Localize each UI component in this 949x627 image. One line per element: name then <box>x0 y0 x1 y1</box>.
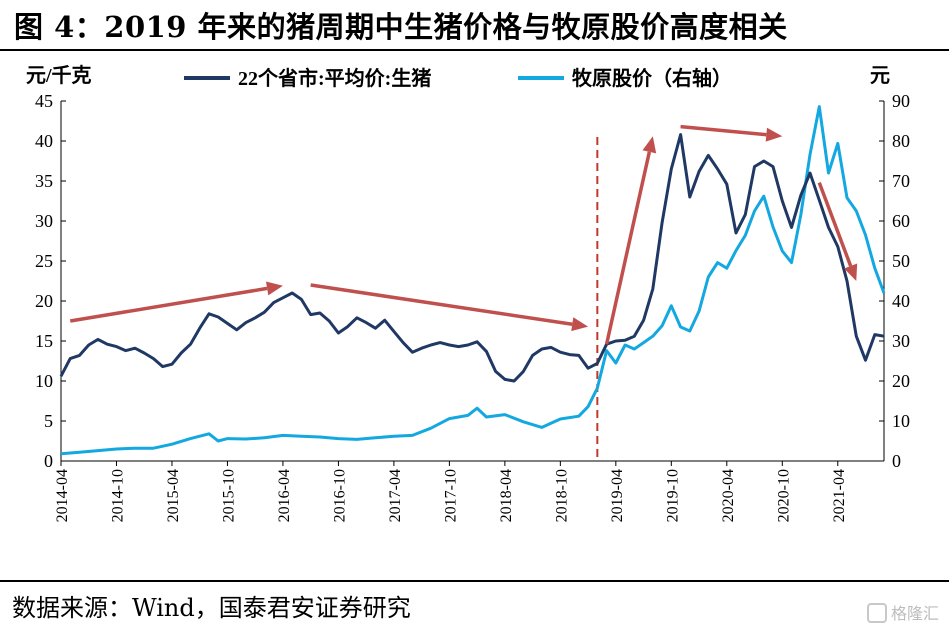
x-tick-label: 2014-04 <box>54 469 71 522</box>
series-line-muyuan-share-price <box>60 105 886 456</box>
y-right-tick-label: 0 <box>892 451 901 471</box>
y-left-tick-label: 40 <box>35 131 53 151</box>
y-right-tick-label: 60 <box>892 211 910 231</box>
y-right-tick-label: 10 <box>892 411 910 431</box>
source-note: 数据来源：Wind，国泰君安证券研究 <box>12 594 411 622</box>
x-tick-label: 2018-04 <box>498 469 515 522</box>
y-left-tick-label: 35 <box>35 171 53 191</box>
left-axis-unit: 元/千克 <box>26 64 92 87</box>
y-left-tick-label: 20 <box>35 291 53 311</box>
trend-arrow-head <box>765 127 783 142</box>
y-left-ticks: 0 5 10 15 20 25 30 35 40 45 <box>35 91 66 471</box>
trend-arrow-shaft <box>817 181 853 267</box>
y-right-tick-label: 40 <box>892 291 910 311</box>
y-right-tick-label: 20 <box>892 371 910 391</box>
figure-title: 图 4：2019 年来的猪周期中生猪价格与牧原股价高度相关 <box>14 10 788 44</box>
x-tick-label: 2019-04 <box>609 469 626 522</box>
x-tick-label: 2017-10 <box>442 469 459 522</box>
x-tick-label: 2016-10 <box>331 469 348 522</box>
y-right-tick-label: 70 <box>892 171 910 191</box>
watermark-text: 格隆汇 <box>890 604 939 623</box>
y-left-tick-label: 30 <box>35 211 53 231</box>
trend-arrow-shaft <box>310 283 573 326</box>
trend-arrow-shaft <box>680 124 767 137</box>
footer-rule <box>0 580 949 582</box>
legend: 22个省市:平均价:生猪 牧原股价（右轴） <box>184 66 732 90</box>
trend-arrow-head <box>571 317 589 332</box>
trend-arrows <box>69 124 858 345</box>
y-left-tick-label: 10 <box>35 371 53 391</box>
y-left-tick-label: 15 <box>35 331 53 351</box>
trend-arrow-shaft <box>604 151 652 345</box>
y-right-tick-label: 50 <box>892 251 910 271</box>
series-line-hog-price <box>59 133 885 383</box>
watermark: 格隆汇 <box>866 600 939 624</box>
x-tick-label: 2017-04 <box>387 469 404 522</box>
watermark-logo-icon <box>866 603 887 623</box>
y-right-tick-label: 90 <box>892 91 910 111</box>
legend-label-muyuan: 牧原股价（右轴） <box>572 66 732 90</box>
x-ticks: 2014-04 2014-10 2015-04 2015-10 2016-04 2016-… <box>54 461 848 522</box>
right-axis-unit: 元 <box>870 65 890 87</box>
y-right-tick-label: 30 <box>892 331 910 351</box>
x-tick-label: 2019-10 <box>664 469 681 522</box>
x-tick-label: 2016-04 <box>276 469 293 522</box>
x-tick-label: 2015-10 <box>220 469 237 522</box>
y-left-tick-label: 5 <box>44 411 53 431</box>
legend-label-hog-price: 22个省市:平均价:生猪 <box>238 66 431 90</box>
y-right-tick-label: 80 <box>892 131 910 151</box>
y-left-tick-label: 25 <box>35 251 53 271</box>
y-left-tick-label: 0 <box>44 451 53 471</box>
axes: 0 5 10 15 20 25 30 35 40 45 0 10 20 30 40 50 60 70 80 90 2… <box>35 91 910 522</box>
trend-arrow-head <box>266 281 283 296</box>
x-tick-label: 2020-10 <box>775 469 792 522</box>
x-tick-label: 2018-10 <box>553 469 570 522</box>
series-layer <box>59 105 886 456</box>
y-right-ticks: 0 10 20 30 40 50 60 70 80 90 <box>879 91 910 471</box>
chart: 0 5 10 15 20 25 30 35 40 45 0 10 20 30 40 50 60 70 80 90 2… <box>26 64 910 522</box>
trend-arrow-head <box>844 263 858 281</box>
x-tick-label: 2014-10 <box>109 469 126 522</box>
trend-arrow-head <box>642 136 657 154</box>
trend-arrow-shaft <box>69 286 268 323</box>
x-tick-label: 2020-04 <box>720 469 737 522</box>
x-tick-label: 2021-04 <box>831 469 848 522</box>
x-tick-label: 2015-04 <box>165 469 182 522</box>
title-rule <box>0 49 949 51</box>
y-left-tick-label: 45 <box>35 91 53 111</box>
